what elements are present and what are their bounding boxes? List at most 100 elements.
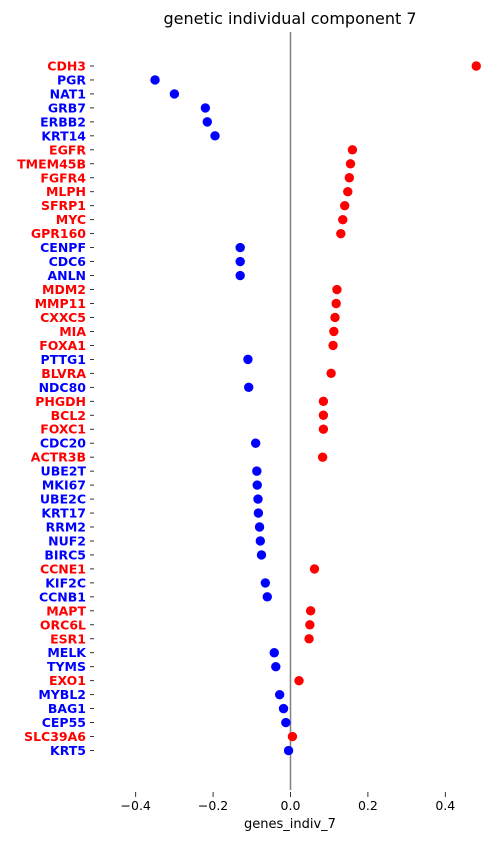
x-axis-label: genes_indiv_7 (244, 817, 336, 832)
data-point (287, 731, 298, 742)
y-tick-label: SLC39A6 (24, 729, 86, 744)
data-points (150, 61, 481, 756)
y-tick-label: GPR160 (31, 226, 86, 241)
y-tick-label: MELK (47, 645, 87, 660)
data-point (338, 214, 348, 225)
y-tick-labels: CDH3PGRNAT1GRB7ERBB2KRT14EGFRTMEM45BFGFR… (17, 59, 94, 758)
data-point (329, 326, 339, 337)
y-tick-label: EGFR (49, 142, 86, 157)
y-tick-label: CDC20 (40, 436, 86, 451)
x-tick-label: −0.4 (121, 798, 151, 813)
y-tick-label: KIF2C (45, 575, 86, 590)
data-point (283, 745, 294, 756)
data-point (304, 634, 314, 644)
data-point (318, 424, 329, 434)
y-tick-label: BIRC5 (44, 547, 86, 562)
y-tick-label: TMEM45B (17, 156, 86, 171)
y-tick-label: NAT1 (50, 86, 86, 101)
data-point (344, 173, 355, 183)
data-point (150, 75, 160, 85)
y-tick-label: FOXA1 (39, 338, 86, 353)
data-point (318, 396, 329, 406)
data-point (343, 187, 353, 197)
data-point (331, 298, 341, 309)
y-tick-label: NDC80 (39, 380, 87, 395)
data-point (235, 270, 245, 281)
data-point (332, 284, 342, 295)
y-tick-label: KRT5 (50, 743, 86, 758)
y-tick-label: ACTR3B (31, 450, 86, 465)
y-tick-label: MDM2 (42, 282, 86, 297)
y-tick-label: MLPH (46, 184, 86, 199)
data-point (345, 159, 356, 169)
data-point (294, 675, 304, 686)
data-point (252, 480, 262, 490)
y-tick-label: ERBB2 (40, 114, 86, 129)
y-tick-label: KRT14 (41, 128, 86, 143)
data-point (260, 578, 271, 588)
data-point (339, 201, 350, 211)
data-point (210, 131, 220, 141)
y-tick-label: CENPF (40, 240, 86, 255)
y-tick-label: CEP55 (42, 715, 86, 730)
y-tick-label: CDH3 (47, 59, 86, 74)
data-point (235, 242, 245, 253)
y-tick-label: ESR1 (50, 631, 86, 646)
y-tick-label: MKI67 (42, 478, 86, 493)
x-tick-label: 0.0 (281, 798, 301, 813)
y-tick-label: PGR (57, 72, 86, 87)
data-point (244, 382, 254, 393)
data-point (269, 648, 279, 658)
data-point (305, 606, 316, 616)
data-point (253, 508, 264, 518)
data-point (235, 256, 245, 267)
y-tick-label: UBE2T (41, 464, 87, 479)
y-tick-label: RRM2 (46, 520, 86, 535)
data-point (471, 61, 481, 71)
y-tick-label: KRT17 (41, 506, 86, 521)
data-point (328, 340, 338, 351)
y-tick-label: NUF2 (48, 533, 86, 548)
data-point (250, 438, 261, 448)
x-tick-label: −0.2 (198, 798, 228, 813)
data-point (202, 117, 212, 127)
y-tick-label: MAPT (46, 603, 86, 618)
data-point (256, 550, 267, 560)
data-point (318, 410, 329, 420)
data-point (305, 620, 315, 630)
data-point (253, 494, 263, 504)
y-tick-label: GRB7 (48, 100, 86, 115)
data-point (281, 717, 291, 728)
data-point (254, 522, 265, 532)
y-tick-label: BCL2 (51, 408, 86, 423)
y-tick-label: CDC6 (49, 254, 87, 269)
chart-title: genetic individual component 7 (163, 9, 416, 28)
y-tick-label: MYC (56, 212, 86, 227)
y-tick-label: BLVRA (41, 366, 86, 381)
y-tick-label: FGFR4 (40, 170, 86, 185)
y-tick-label: MYBL2 (38, 687, 86, 702)
data-point (255, 536, 266, 546)
x-axis-ticks: −0.4 −0.2 0.0 0.2 0.4 (121, 792, 455, 813)
data-point (336, 228, 346, 239)
data-point (326, 368, 336, 379)
y-tick-label: CCNE1 (40, 561, 86, 576)
y-tick-label: UBE2C (40, 492, 86, 507)
y-tick-label: PTTG1 (41, 352, 86, 367)
data-point (309, 564, 320, 574)
data-point (317, 452, 328, 462)
y-tick-label: CCNB1 (39, 589, 86, 604)
y-tick-label: TYMS (47, 659, 86, 674)
y-tick-label: MMP11 (35, 296, 86, 311)
data-point (200, 103, 211, 113)
data-point (243, 354, 253, 365)
data-point (274, 689, 285, 700)
y-tick-label: MIA (59, 324, 86, 339)
data-point (278, 703, 289, 714)
data-point (169, 89, 180, 99)
x-tick-label: 0.4 (435, 798, 455, 813)
y-tick-label: EXO1 (49, 673, 86, 688)
y-tick-label: ANLN (47, 268, 86, 283)
